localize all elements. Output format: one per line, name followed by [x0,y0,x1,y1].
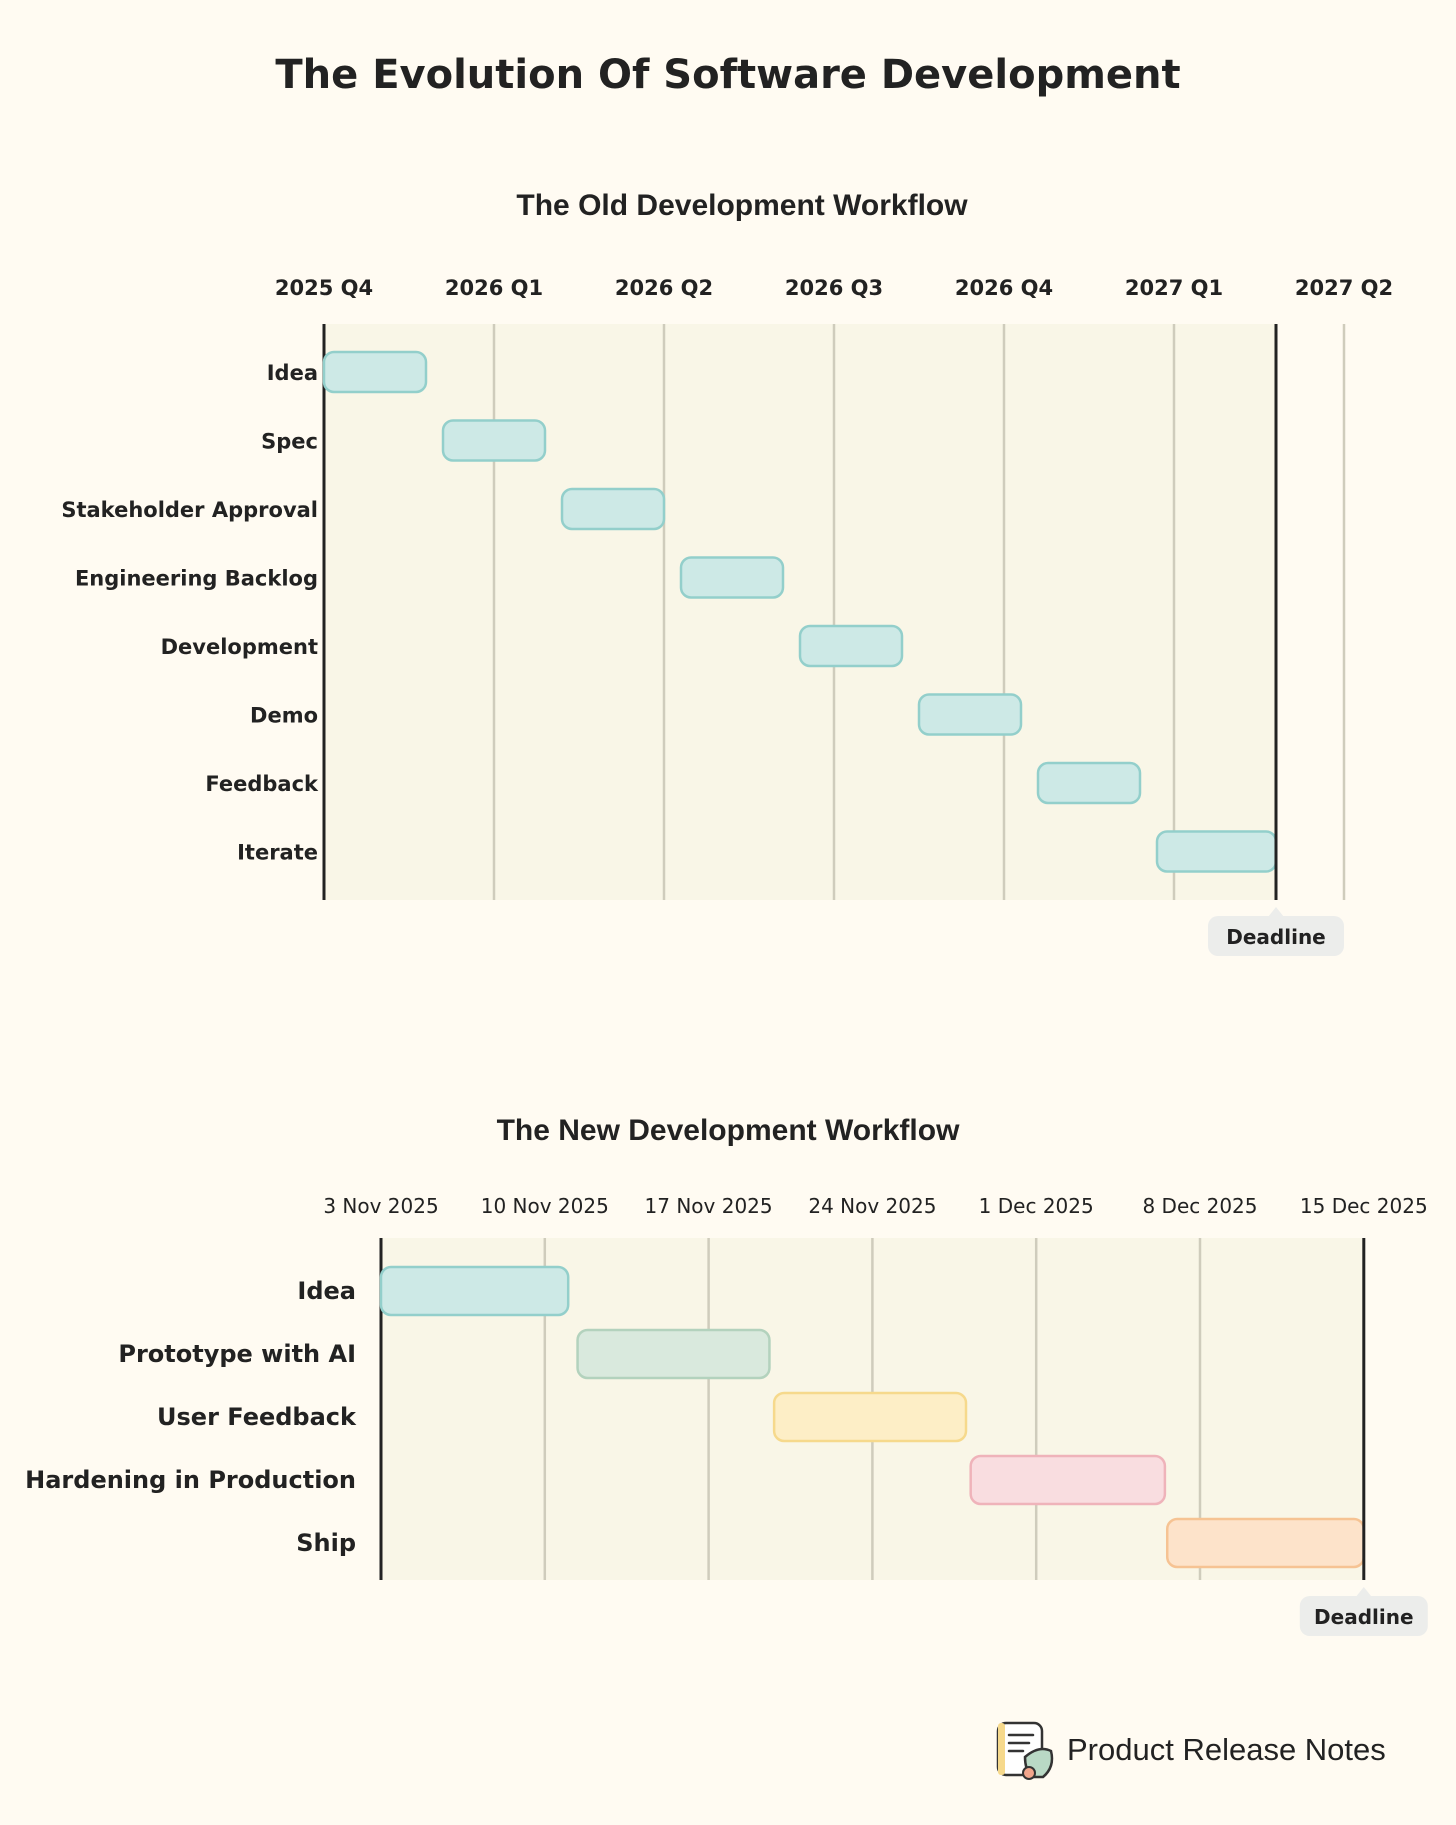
x-tick-label: 10 Nov 2025 [481,1194,609,1218]
task-bar [772,1391,968,1443]
brand-name: Product Release Notes [1067,1732,1386,1767]
deadline-tag [1299,1596,1428,1636]
old-workflow-chart: The Old Development Workflow 2025 Q4 2026 … [61,189,1393,956]
x-tick-label: 2027 Q1 [1125,276,1223,300]
x-tick-label: 2026 Q2 [615,276,713,300]
task-bar [560,487,666,531]
task-bar [1036,761,1142,805]
task-bar [798,624,904,668]
task-bar [917,693,1023,736]
x-tick-label: 24 Nov 2025 [808,1194,936,1218]
x-tick-label: 2026 Q4 [955,276,1053,300]
task-bar [969,1454,1167,1506]
chart-title: The New Development Workflow [497,1114,961,1147]
release-notes-icon [996,1721,1054,1780]
x-tick-label: 2026 Q3 [785,276,883,300]
main-title: The Evolution Of Software Development [275,52,1181,98]
x-tick-label: 8 Dec 2025 [1142,1194,1257,1218]
task-label: Idea [267,361,318,385]
deadline-pointer [1268,907,1284,917]
task-label: Idea [297,1277,356,1305]
task-bar [379,1265,570,1317]
task-label: Hardening in Production [25,1466,356,1494]
task-bar [1155,830,1278,873]
brand-logo: Product Release Notes [995,1718,1386,1782]
x-tick-label: 2026 Q1 [445,276,543,300]
task-label: Development [161,635,318,659]
task-label: Demo [250,704,318,728]
x-tick-label: 2025 Q4 [275,276,373,300]
task-label: Spec [261,430,318,454]
task-bar [679,556,785,599]
task-label: User Feedback [157,1403,357,1431]
task-bar [441,419,547,462]
x-tick-label: 17 Nov 2025 [645,1194,773,1218]
deadline-label: Deadline [1314,1605,1414,1629]
new-workflow-chart: The New Development Workflow 3 Nov 2025 10… [25,1114,1428,1636]
task-label: Prototype with AI [118,1340,356,1368]
x-tick-label: 1 Dec 2025 [979,1194,1094,1218]
task-bar [1165,1517,1366,1569]
x-tick-label: 15 Dec 2025 [1300,1194,1428,1218]
chart-title: The Old Development Workflow [516,189,968,222]
x-tick-label: 2027 Q2 [1295,276,1393,300]
task-label: Feedback [205,772,319,796]
task-bar [322,350,428,394]
task-label: Stakeholder Approval [61,498,318,522]
deadline-label: Deadline [1226,925,1326,949]
x-tick-label: 3 Nov 2025 [323,1194,438,1218]
deadline-pointer [1355,1587,1372,1597]
task-bar [576,1328,771,1380]
task-label: Engineering Backlog [75,567,318,591]
deadline-tag [1208,916,1344,956]
task-label: Ship [296,1529,356,1557]
plot-area [324,324,1276,900]
task-label: Iterate [237,841,318,865]
